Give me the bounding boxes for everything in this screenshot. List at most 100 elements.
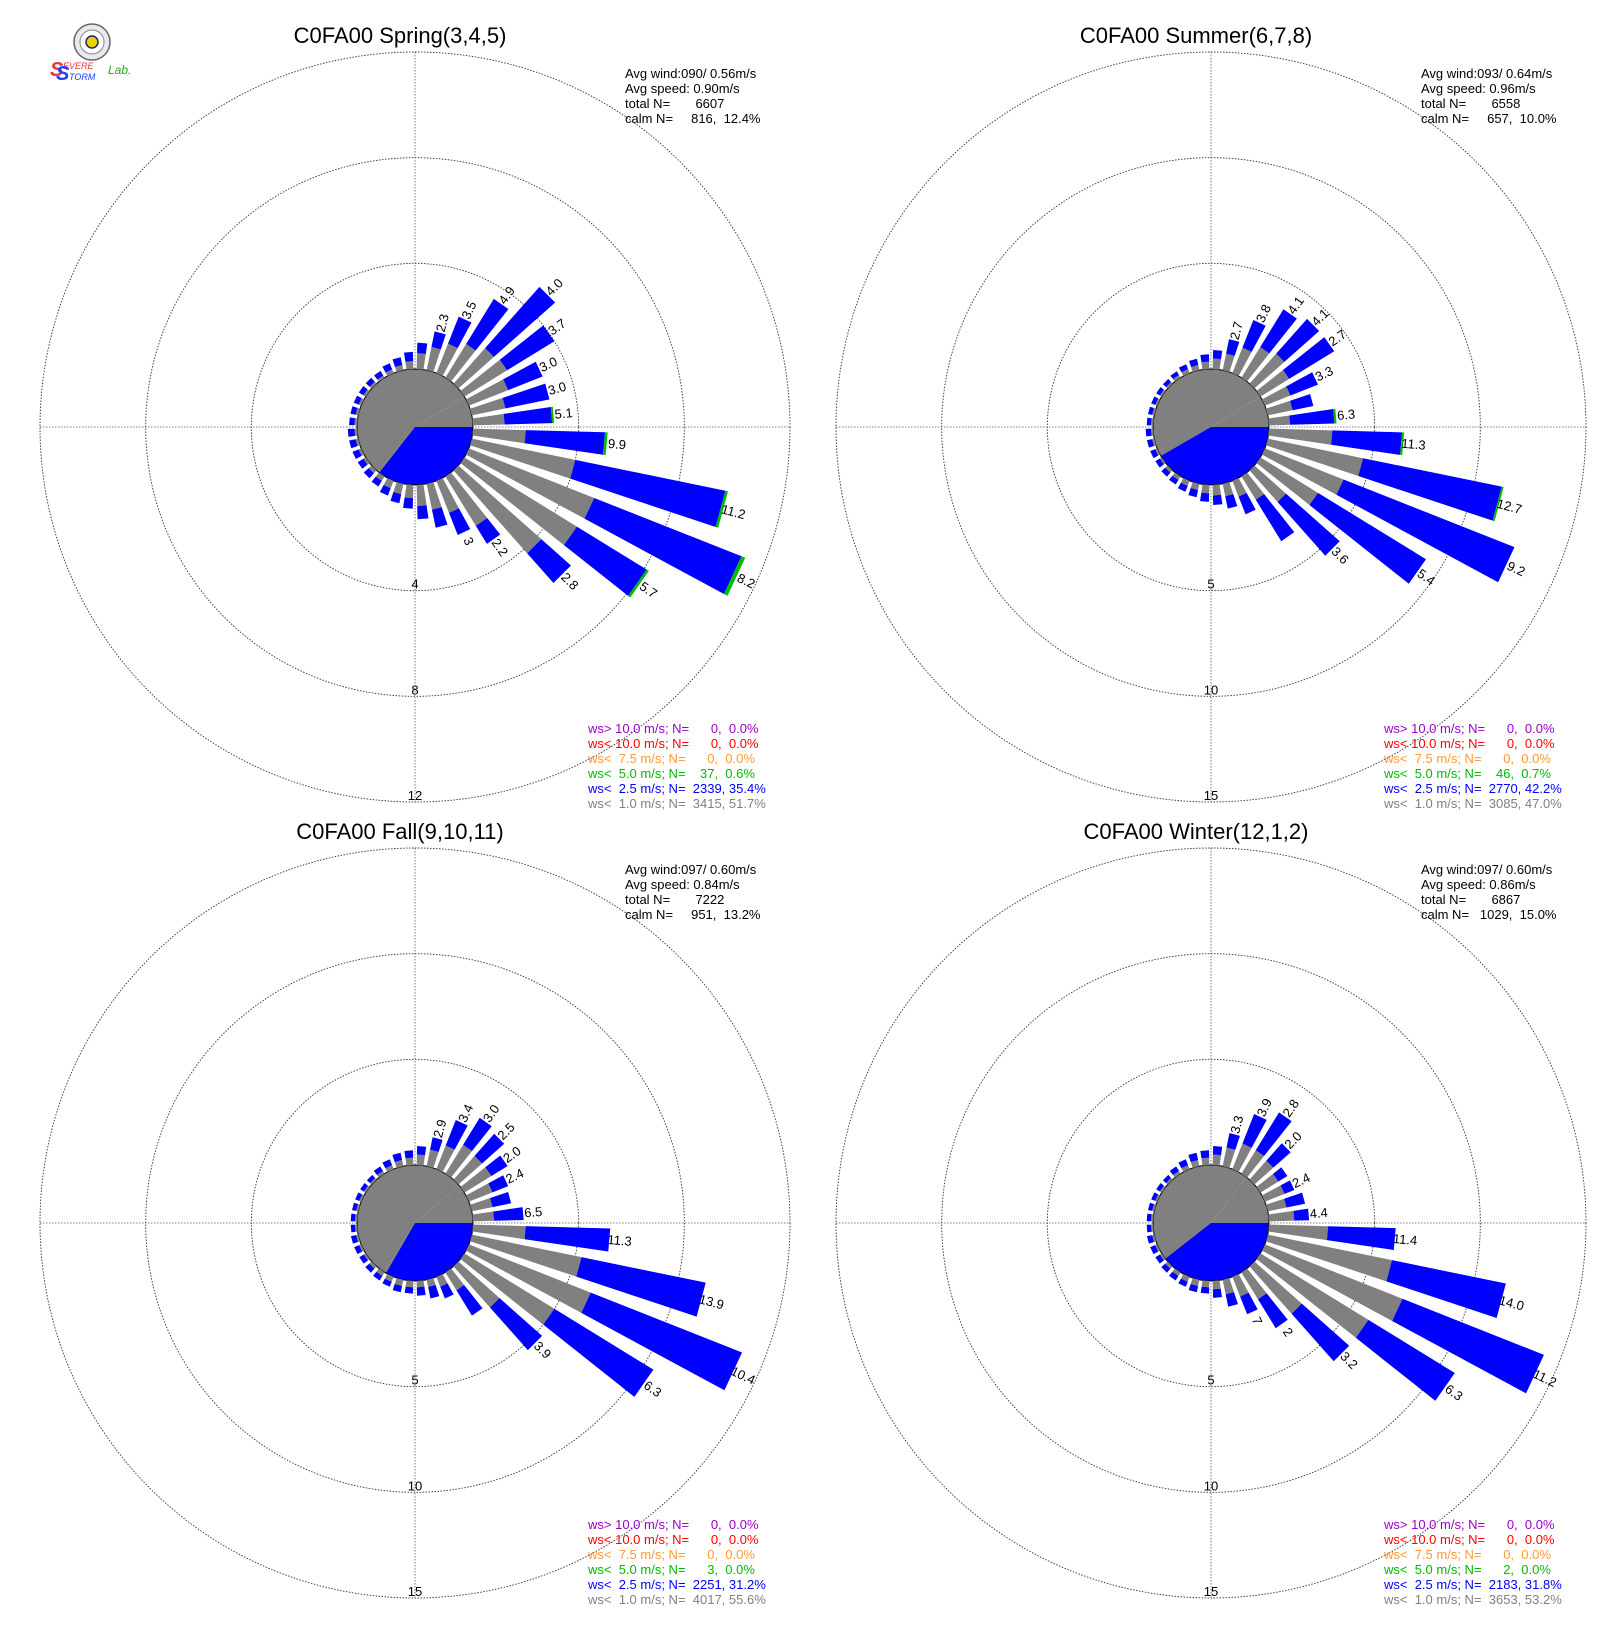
bar-lt25 [355,1192,363,1201]
bar-value-label: 3 [460,535,477,548]
bar-lt25 [1151,396,1159,405]
ring-label: 12 [408,788,422,803]
bar-lt25 [352,449,362,459]
logo-lab: Lab. [108,63,131,77]
bar-lt1 [1256,1173,1279,1193]
bar-lt1 [1172,1268,1181,1277]
bar-lt1 [416,1154,426,1166]
bar-lt5 [1333,408,1337,424]
bar-lt1 [426,346,441,372]
bar-value-label: 3.9 [1254,1096,1275,1119]
bar-lt1 [466,1244,591,1313]
bar-lt1 [1256,369,1290,397]
bar-value-label: 9.9 [607,436,626,453]
ring-10 [941,953,1481,1493]
bar-lt5 [603,432,608,456]
stats-line: Avg speed: 0.84m/s [625,877,740,892]
bar-lt25 [1358,458,1502,521]
ring-label: 15 [1204,1584,1218,1599]
bar-value-label: 10.4 [728,1363,757,1387]
bar-value-label: 11.2 [720,501,747,522]
legend-entry: ws< 2.5 m/s; N= 2770, 42.2% [1383,781,1562,796]
bar-lt25 [1212,494,1223,506]
bar-lt25 [570,459,726,528]
bar-lt25 [350,1213,356,1222]
bar-lt25 [1150,1245,1159,1255]
bar-lt25 [350,406,358,415]
bar-lt1 [1256,457,1318,506]
bar-lt1 [363,1253,370,1261]
bar-lt25 [1326,1226,1396,1250]
bar-lt25 [1255,1112,1292,1157]
ring-15 [835,51,1587,803]
bar-lt1 [369,1261,377,1269]
calm-sector-blue [386,1223,473,1281]
calm-circle-outline [356,368,474,486]
bar-lt25 [1146,417,1152,426]
bar-lt25 [417,342,428,354]
bar-lt25 [1162,1174,1172,1184]
bar-lt25 [448,316,472,349]
bar-lt25 [359,1254,368,1264]
ring-label: 10 [1204,1478,1218,1493]
bar-lt25 [1290,394,1314,411]
bar-value-label: 2.9 [430,1118,449,1139]
bar-lt25 [404,1286,414,1294]
severe-storm-lab-logo: S EVERE S TORM Lab. [50,23,131,85]
bar-lt1 [426,482,442,510]
bar-lt1 [1212,358,1222,370]
bar-lt1 [1201,484,1210,494]
bar-lt25 [416,1146,427,1156]
bar-lt25 [390,492,402,504]
bar-lt1 [1241,347,1270,382]
bar-lt1 [1150,418,1154,426]
bar-lt25 [1212,350,1223,360]
bar-lt25 [1169,1166,1179,1176]
bar-lt1 [1181,369,1190,376]
bar-lt1 [1241,1150,1265,1178]
bar-lt25 [485,286,556,357]
bar-lt25 [1282,337,1335,379]
bar-lt1 [1266,438,1364,476]
calm-sector-blue [1165,1223,1269,1281]
bar-lt25 [392,357,403,367]
bar-lt1 [394,1278,404,1287]
bar-lt25 [1188,488,1199,498]
bar-lt25 [502,383,550,409]
bar-lt25 [488,1175,509,1193]
ring-label: 4 [411,577,418,592]
legend-entry: ws< 7.5 m/s; N= 0, 0.0% [1383,1547,1551,1562]
bar-lt25 [466,298,509,351]
bar-value-label: 9.2 [1505,558,1528,579]
stats-line: Avg speed: 0.96m/s [1421,81,1536,96]
bar-lt25 [448,508,471,535]
stats-line: total N= 6607 [625,96,724,111]
bar-lt5 [550,406,555,424]
bar-lt1 [453,348,494,389]
bar-lt1 [1241,472,1265,500]
bar-lt1 [445,472,488,526]
bar-lt1 [354,1214,358,1222]
bar-lt25 [524,1226,611,1252]
bar-lt25 [404,351,414,362]
bar-lt25 [1146,1224,1152,1233]
bar-lt1 [470,1198,493,1212]
bar-lt1 [356,1234,360,1242]
bar-lt1 [466,448,595,519]
bar-lt1 [426,1149,439,1168]
bar-lt1 [460,359,508,397]
bar-lt1 [1190,1159,1200,1168]
bar-lt25 [543,1308,654,1397]
bar-lt1 [355,407,360,416]
bar-lt1 [384,1274,394,1282]
bar-lt25 [1156,1183,1164,1192]
bar-lt25 [373,1166,383,1176]
bar-lt25 [379,484,391,496]
ring-5 [250,1058,580,1388]
bar-lt25 [428,1285,440,1299]
bar-lt1 [470,1234,582,1277]
bar-value-label: 2.3 [433,312,452,333]
bar-lt25 [347,428,356,437]
ring-label: 8 [411,682,418,697]
bar-lt25 [1336,479,1515,583]
